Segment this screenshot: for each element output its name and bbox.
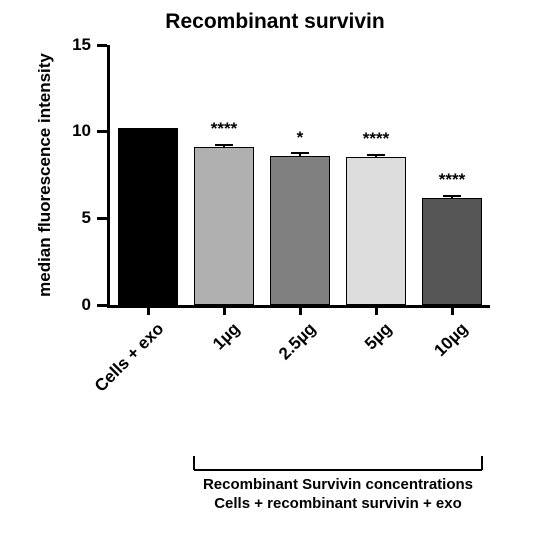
bar-chart: Recombinant survivin median fluorescence… bbox=[0, 0, 550, 550]
error-cap bbox=[291, 152, 309, 154]
y-tick bbox=[97, 304, 107, 307]
plot-area: ************* bbox=[110, 45, 490, 305]
bracket-label: Cells + recombinant survivin + exo bbox=[154, 495, 521, 512]
bracket-line bbox=[194, 469, 481, 471]
bar bbox=[194, 147, 253, 305]
bracket-label: Recombinant Survivin concentrations bbox=[154, 476, 521, 493]
chart-title: Recombinant survivin bbox=[0, 10, 550, 34]
y-tick bbox=[97, 217, 107, 220]
bar bbox=[422, 198, 481, 305]
significance-label: * bbox=[264, 128, 335, 148]
bar bbox=[270, 156, 329, 305]
significance-label: **** bbox=[340, 129, 411, 149]
x-tick-label: 2.5µg bbox=[165, 319, 321, 475]
error-cap bbox=[367, 154, 385, 156]
significance-label: **** bbox=[416, 170, 487, 190]
x-tick-label: 10µg bbox=[317, 319, 473, 475]
error-cap bbox=[443, 195, 461, 197]
bracket-line bbox=[481, 456, 483, 470]
x-tick-label: 1µg bbox=[89, 319, 245, 475]
x-tick-label: Cells + exo bbox=[13, 319, 169, 475]
y-axis-label: median fluorescence intensity bbox=[35, 25, 55, 325]
bracket-line bbox=[193, 456, 195, 470]
bar bbox=[118, 128, 177, 305]
y-tick bbox=[97, 44, 107, 47]
y-tick-label: 5 bbox=[49, 208, 91, 228]
y-tick-label: 15 bbox=[49, 35, 91, 55]
x-tick-label: 5µg bbox=[241, 319, 397, 475]
error-cap bbox=[215, 144, 233, 146]
y-tick-label: 0 bbox=[49, 295, 91, 315]
y-tick-label: 10 bbox=[49, 121, 91, 141]
significance-label: **** bbox=[188, 119, 259, 139]
y-axis bbox=[107, 45, 110, 305]
x-axis bbox=[107, 305, 490, 308]
bar bbox=[346, 157, 405, 305]
y-tick bbox=[97, 130, 107, 133]
